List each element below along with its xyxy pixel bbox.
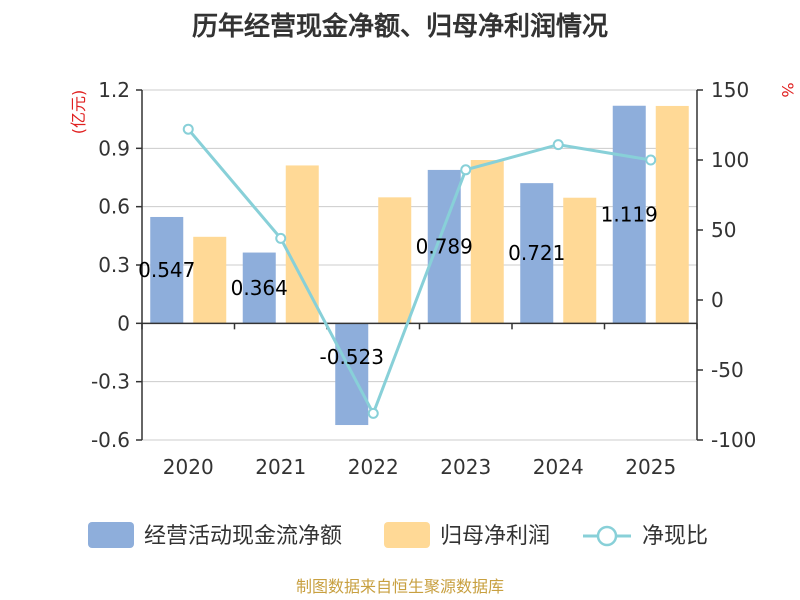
right-tick-label: -100 <box>711 428 756 452</box>
left-tick-label: 1.2 <box>98 78 130 102</box>
legend-marker-ratio <box>596 525 618 547</box>
legend: 经营活动现金流净额 归母净利润 净现比 <box>88 522 708 549</box>
cashflow-bar <box>612 105 646 324</box>
left-tick-label: 0.3 <box>98 253 130 277</box>
cashflow-data-label: 0.364 <box>231 276 288 300</box>
ratio-point <box>645 154 657 166</box>
right-tick-label: 50 <box>711 218 736 242</box>
legend-swatch-net-profit <box>384 522 430 548</box>
x-tick-label: 2022 <box>348 455 399 479</box>
x-tick-label: 2020 <box>163 455 214 479</box>
net-profit-bar <box>563 197 597 324</box>
legend-label-net-profit: 归母净利润 <box>440 524 550 549</box>
legend-swatch-cashflow <box>88 522 134 548</box>
right-tick-label: 100 <box>711 148 749 172</box>
cashflow-data-label: 0.721 <box>508 241 565 265</box>
x-tick-label: 2025 <box>625 455 676 479</box>
left-axis-unit: (亿元) <box>69 90 88 135</box>
x-axis-labels: 2020 2021 2022 2023 2024 2025 <box>163 455 676 479</box>
ratio-line-series <box>182 123 657 419</box>
cashflow-data-label: 0.789 <box>416 235 473 259</box>
data-labels: 0.547 0.364 -0.523 0.789 0.721 1.119 <box>138 203 658 370</box>
cashflow-data-label: -0.523 <box>320 345 384 369</box>
right-axis-unit: % <box>778 82 797 97</box>
left-axis-ticks: 1.2 0.9 0.6 0.3 0 -0.3 -0.6 <box>91 78 130 452</box>
left-tick-label: 0 <box>117 311 130 335</box>
net-profit-bar <box>655 105 689 324</box>
bars <box>150 105 689 426</box>
chart-title: 历年经营现金净额、归母净利润情况 <box>192 11 608 42</box>
ratio-point <box>275 232 287 244</box>
net-profit-bar <box>193 236 227 324</box>
cashflow-bar <box>520 183 554 324</box>
right-tick-label: -50 <box>711 358 744 382</box>
left-tick-label: -0.3 <box>91 370 130 394</box>
data-source-note: 制图数据来自恒生聚源数据库 <box>296 577 504 596</box>
cashflow-data-label: 1.119 <box>601 203 658 227</box>
net-profit-bar <box>470 160 504 324</box>
ratio-point <box>552 139 564 151</box>
legend-label-ratio: 净现比 <box>642 524 708 549</box>
cashflow-bar <box>242 252 276 324</box>
ratio-line <box>187 128 651 418</box>
ratio-point <box>367 407 379 419</box>
net-profit-bar <box>378 197 412 324</box>
right-tick-label: 150 <box>711 78 749 102</box>
right-tick-label: 0 <box>711 288 724 312</box>
x-tick-label: 2023 <box>440 455 491 479</box>
cashflow-data-label: 0.547 <box>138 258 195 282</box>
left-tick-label: 0.6 <box>98 195 130 219</box>
cashflow-bar <box>150 216 184 324</box>
left-tick-label: -0.6 <box>91 428 130 452</box>
x-tick-label: 2021 <box>255 455 306 479</box>
axes <box>136 89 703 441</box>
ratio-point <box>460 164 472 176</box>
left-tick-label: 0.9 <box>98 136 130 160</box>
ratio-point <box>182 123 194 135</box>
legend-label-cashflow: 经营活动现金流净额 <box>144 524 342 549</box>
right-axis-ticks: 150 100 50 0 -50 -100 <box>711 78 756 452</box>
x-tick-label: 2024 <box>533 455 584 479</box>
